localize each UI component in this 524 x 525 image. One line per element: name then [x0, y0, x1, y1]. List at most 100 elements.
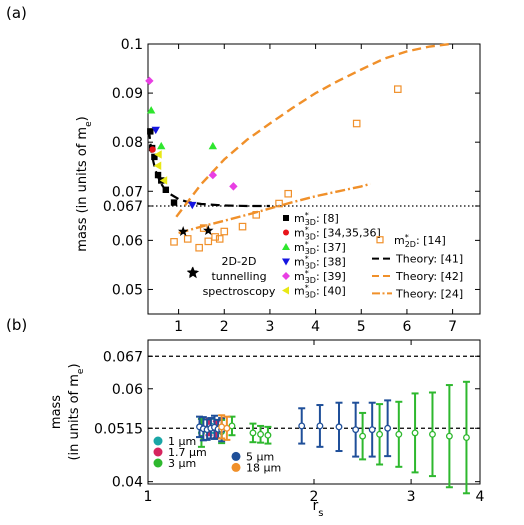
data-point: [149, 146, 156, 153]
theory-curves: [147, 42, 451, 235]
theory-curve-0: [147, 129, 270, 208]
legend-marker: [153, 436, 163, 446]
legend-marker: [282, 243, 290, 250]
data-point: [229, 182, 238, 191]
legend-label: m* 3D: [8]: [294, 211, 339, 227]
data-point: [257, 430, 265, 438]
data-point: [411, 429, 419, 437]
y-tick-label: 0.06: [112, 233, 143, 249]
y-tick-label: 0.08: [112, 135, 143, 151]
data-point: [368, 426, 376, 434]
x-tick-label: 4: [476, 489, 485, 505]
data-point: [177, 226, 189, 236]
panel-a-label: (a): [6, 4, 27, 22]
legend-marker: [231, 462, 241, 472]
legend-label: m* 3D: [37]: [294, 240, 346, 256]
legend-marker: [376, 236, 384, 244]
data-point: [170, 238, 178, 246]
data-point: [154, 150, 162, 159]
legend-label: Theory: [41]: [395, 253, 463, 266]
data-point: [359, 432, 367, 440]
x-tick-label: 1: [174, 319, 183, 335]
data-point: [463, 434, 470, 441]
legend-marker: [153, 458, 163, 468]
data-point: [275, 199, 283, 208]
annotation-line-2: tunnelling: [211, 270, 266, 283]
y-axis-label-line-1: mass: [49, 395, 64, 429]
data-point: [211, 233, 219, 241]
legend-marker: [231, 451, 241, 461]
data-point: [170, 199, 178, 206]
annotation-line-3: spectroscopy: [203, 285, 276, 298]
y-tick-label: 0.06: [112, 382, 143, 398]
panel-b: (b) 1 2 3 4 0.04 0.0515 0.06 0.067 mass (in un…: [6, 316, 485, 519]
data-point: [157, 141, 166, 150]
data-point: [252, 211, 261, 219]
legend-label: 1 μm: [168, 435, 196, 448]
legend-label: 18 μm: [246, 461, 281, 474]
data-point: [146, 106, 156, 114]
legend-marker: [282, 258, 290, 266]
data-point: [352, 119, 361, 128]
legend-label: 3 μm: [168, 457, 196, 470]
data-point: [154, 171, 162, 179]
y-tick-label: 0.067: [103, 349, 143, 365]
legend-label: Theory: [24]: [395, 287, 463, 300]
legend-label: m* 2D: [14]: [394, 233, 446, 249]
data-point: [316, 422, 324, 430]
tunnelling-annotation: 2D-2D tunnelling spectroscopy: [203, 255, 276, 298]
data-point: [220, 227, 229, 236]
data-point: [384, 424, 392, 432]
data-point: [162, 186, 170, 193]
x-tick-label: 5: [357, 319, 366, 335]
panel-b-label: (b): [6, 316, 27, 334]
legend-label: Theory: [42]: [395, 270, 463, 283]
x-tick-label: 2: [220, 319, 229, 335]
legend-label: m* 3D: [38]: [294, 255, 346, 271]
legend: m* 3D: [8]m* 3D: [34,35,36]m* 3D: [37]m* 3D:…: [186, 211, 463, 300]
legend-label: m* 3D: [34,35,36]: [294, 226, 381, 242]
data-point: [249, 429, 257, 437]
y-tick-label: 0.1: [121, 37, 143, 53]
legend-marker: [283, 229, 289, 236]
data-point: [208, 170, 218, 180]
data-point: [376, 430, 384, 438]
data-point: [188, 201, 197, 210]
data-point: [445, 432, 453, 440]
y-tick-label: 0.0515: [94, 421, 143, 437]
data-point: [429, 430, 436, 438]
legend-label: m* 3D: [39]: [294, 269, 346, 285]
data-point: [298, 422, 306, 430]
data-point: [215, 235, 224, 243]
data-point: [199, 224, 208, 232]
panel-a-frame: [147, 43, 481, 315]
y-ticks: 0.04 0.0515 0.06 0.067: [94, 349, 480, 491]
legend-label: m* 3D: [40]: [294, 284, 346, 300]
error-bar-points: [196, 380, 470, 495]
data-point: [195, 243, 203, 252]
data-point: [238, 222, 247, 231]
y-tick-label: 0.05: [112, 282, 143, 298]
x-tick-label: 7: [448, 319, 457, 335]
data-point: [335, 423, 343, 431]
data-point: [147, 128, 154, 135]
annotation-star: [186, 266, 200, 279]
data-point: [393, 85, 402, 93]
x-tick-label: 3: [407, 489, 416, 505]
data-point: [151, 126, 160, 135]
data-point: [284, 189, 292, 198]
x-ticks: 1 2 3 4: [144, 340, 485, 505]
x-ticks: 1 2 3 4 5 6 7: [174, 44, 457, 335]
data-point: [352, 426, 360, 434]
data-point: [153, 161, 162, 170]
data-point: [183, 235, 192, 243]
data-point: [208, 141, 218, 150]
y-tick-label: 0.067: [103, 199, 143, 215]
x-axis-label: rs: [313, 498, 324, 519]
data-points: [145, 76, 402, 277]
legend-label: 1.7 μm: [168, 446, 207, 459]
x-tick-label: 2: [310, 489, 319, 505]
y-axis-label: mass (in units of me): [75, 116, 94, 251]
